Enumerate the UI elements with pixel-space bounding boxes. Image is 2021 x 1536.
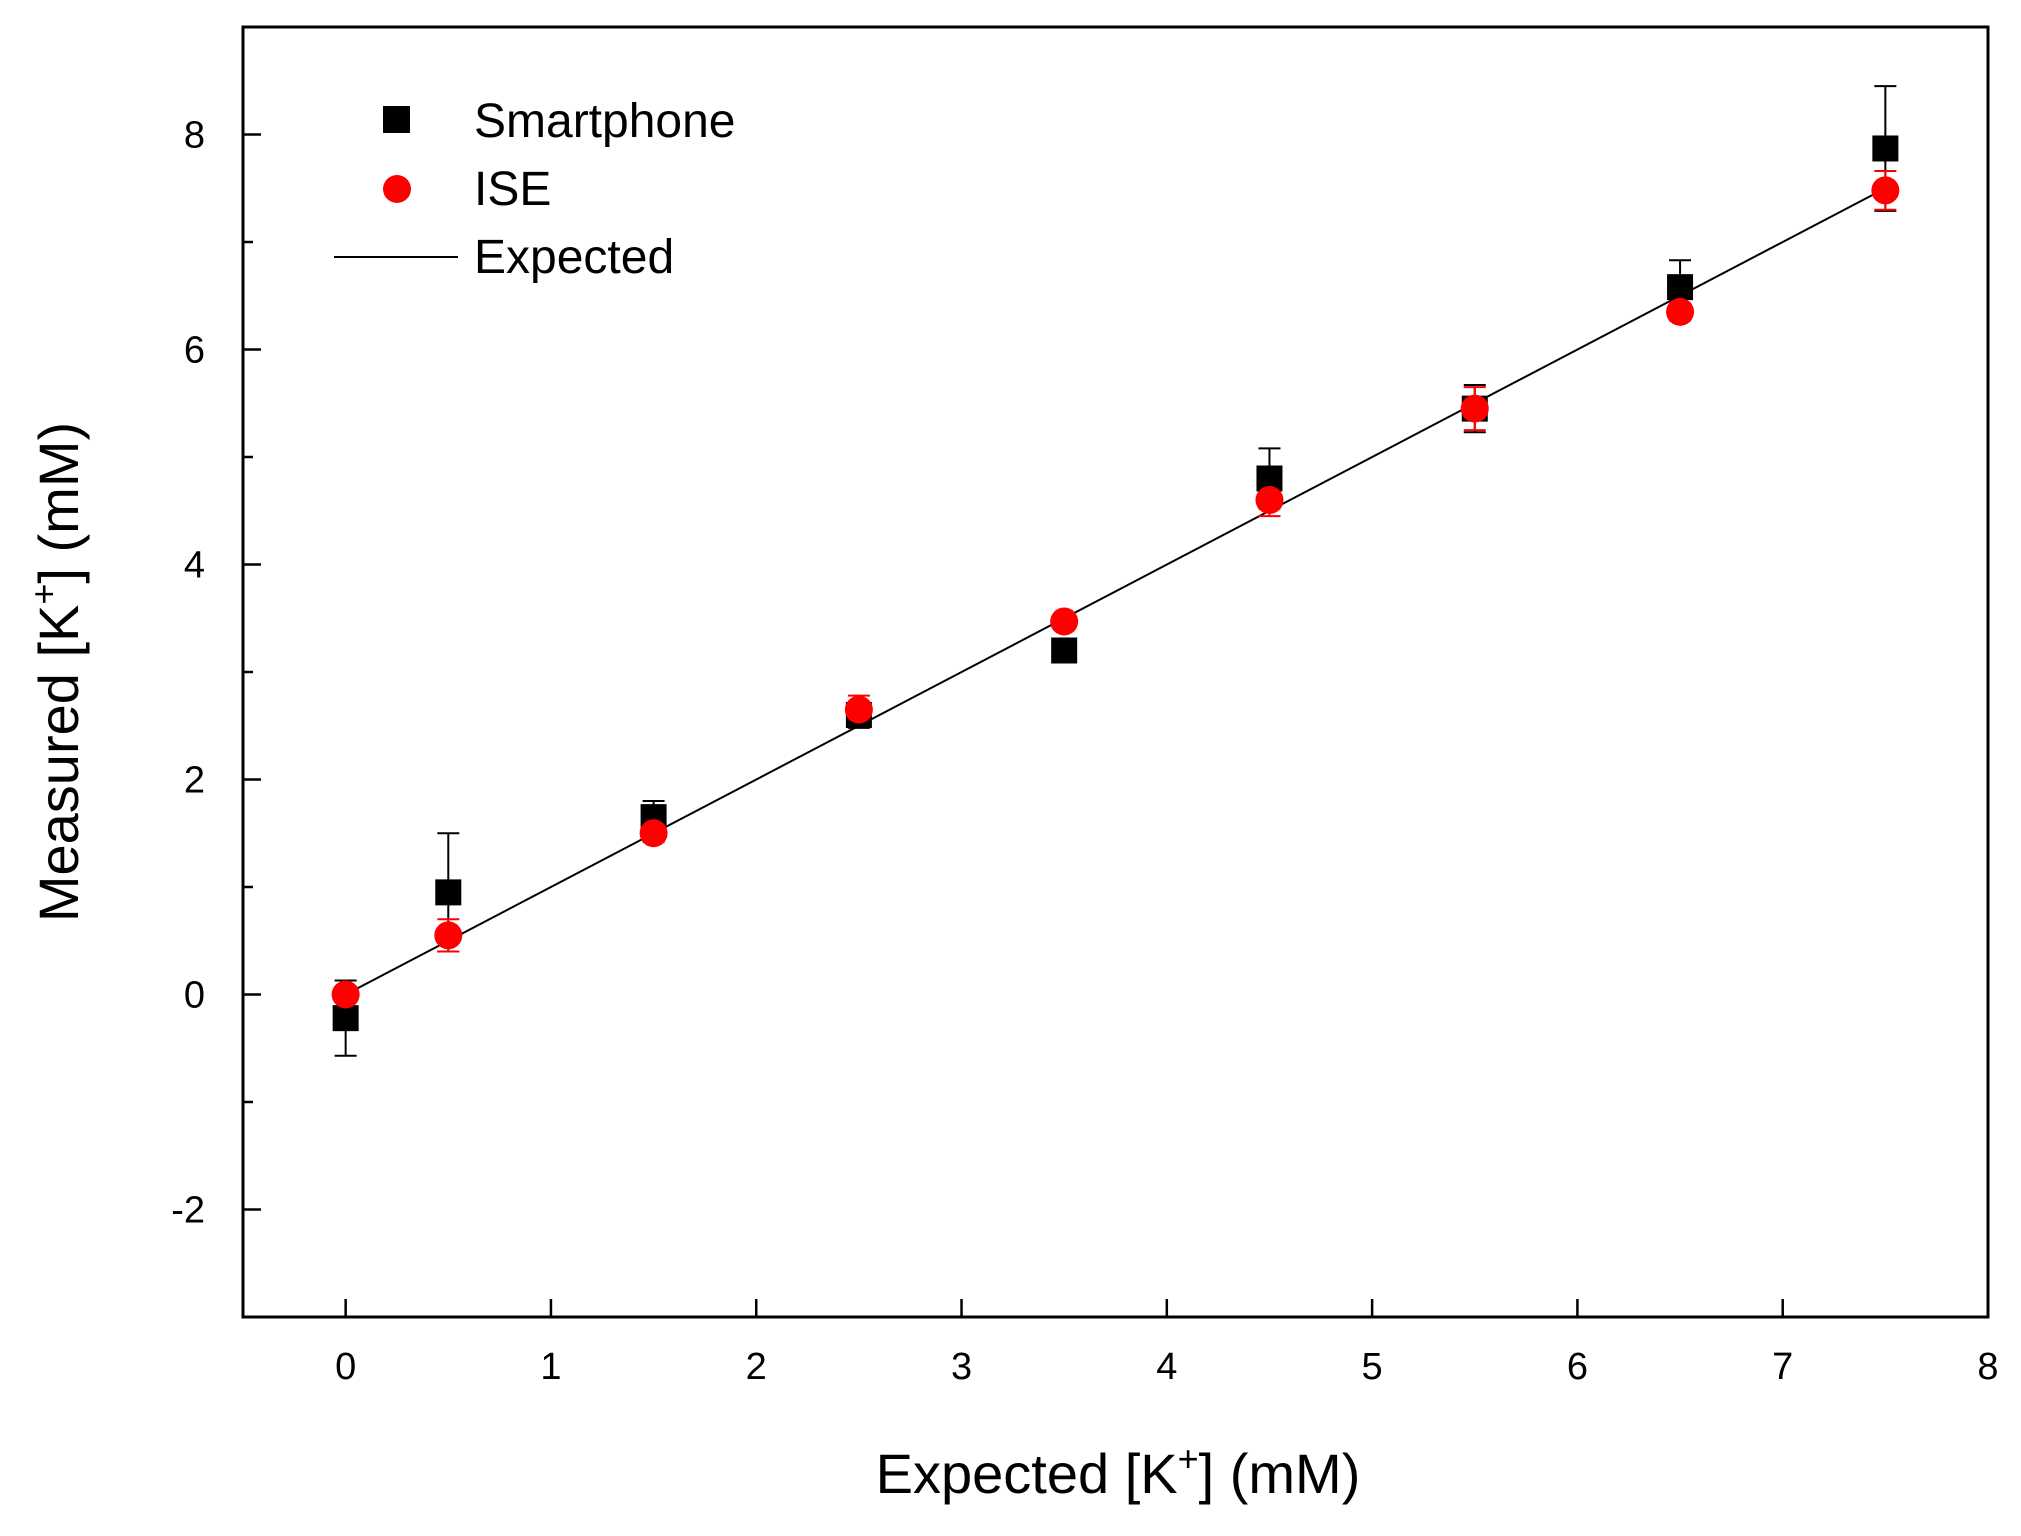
ise-point [639,819,668,848]
smartphone-point [332,1005,359,1032]
legend-ise-marker [383,175,411,203]
x-tick-label: 4 [1156,1346,1177,1388]
x-tick-label: 3 [951,1346,972,1388]
ise-point [434,921,463,950]
y-tick-label: 6 [184,330,205,372]
smartphone-point [1667,274,1694,301]
x-axis-title: Expected [K+] (mM) [876,1438,1361,1505]
legend-ise-label: ISE [474,163,551,216]
ise-point [844,695,873,724]
x-tick-label: 5 [1362,1346,1383,1388]
x-tick-label: 7 [1772,1346,1793,1388]
data-markers [331,135,1900,1032]
legend: Smartphone ISE Expected [334,95,736,284]
legend-smartphone-marker [383,106,410,133]
x-tick-label: 2 [746,1346,767,1388]
ise-point [1666,297,1695,326]
expected-line-series [345,187,1886,996]
y-tick-label: 0 [184,975,205,1017]
y-tick-label: 4 [184,545,205,587]
x-tick-label: 6 [1567,1346,1588,1388]
ise-point [331,980,360,1009]
ise-point [1050,607,1079,636]
plot-frame [241,25,1990,1319]
x-tick-label: 0 [335,1346,356,1388]
x-tick-label: 8 [1977,1346,1998,1388]
x-axis-ticks: 0 1 2 3 4 5 6 7 8 [335,1299,1999,1388]
y-axis-title: Measured [K+] (mM) [23,422,90,922]
ise-point [1255,486,1284,514]
y-tick-label: -2 [171,1190,205,1232]
smartphone-point [1872,135,1899,162]
expected-line [345,187,1886,996]
y-axis-ticks: -2 0 2 4 6 8 [171,115,261,1232]
y-tick-label: 2 [184,760,205,802]
legend-expected-label: Expected [474,231,674,284]
x-tick-label: 1 [540,1346,561,1388]
smartphone-point [435,879,462,906]
ise-point [1460,394,1489,423]
legend-smartphone-label: Smartphone [474,95,736,148]
ise-point [1871,176,1900,205]
y-tick-label: 8 [184,115,205,157]
smartphone-point [1051,637,1078,664]
